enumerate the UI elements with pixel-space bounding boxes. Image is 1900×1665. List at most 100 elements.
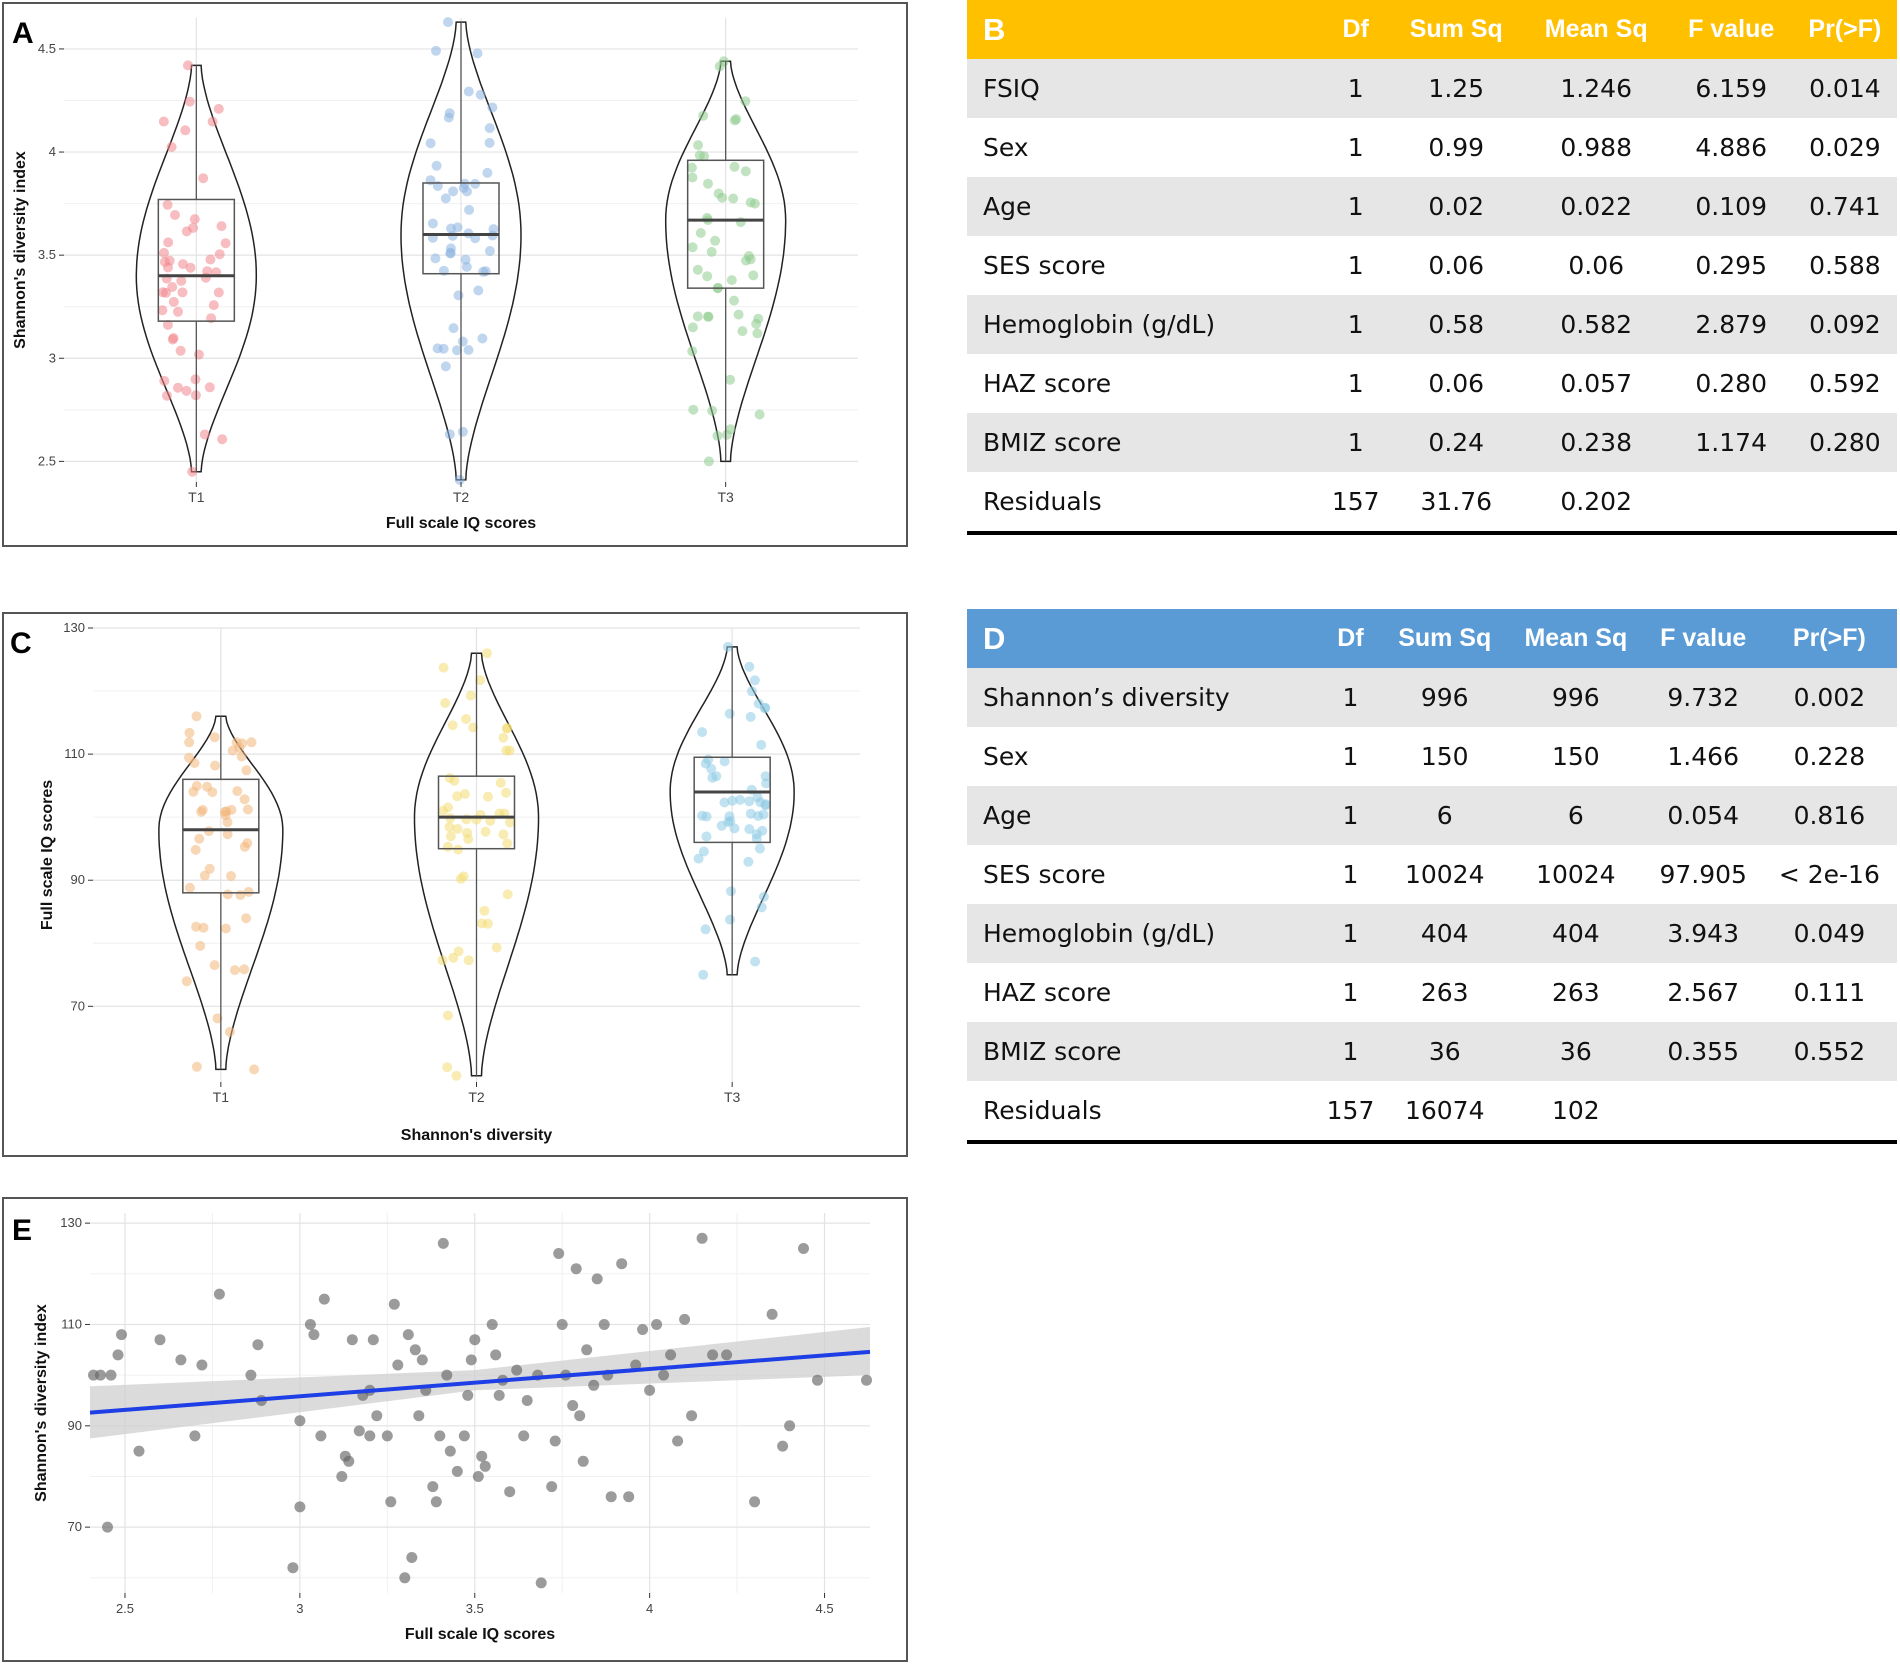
- data-point: [189, 1430, 201, 1442]
- data-point: [154, 1334, 166, 1346]
- table-row: SES score 1 10024 10024 97.905 < 2e-16: [967, 845, 1897, 904]
- data-point: [438, 805, 448, 816]
- data-point: [157, 305, 168, 316]
- data-point: [181, 976, 192, 987]
- data-point: [812, 1374, 823, 1386]
- y-tick-label: 90: [71, 872, 85, 887]
- data-point: [726, 275, 737, 286]
- data-point: [737, 326, 748, 337]
- table-cell: 0.295: [1695, 251, 1767, 280]
- data-point: [744, 824, 755, 835]
- y-tick-label: 110: [61, 1316, 82, 1331]
- table-cell: 0.280: [1792, 413, 1897, 472]
- data-point: [209, 732, 220, 743]
- data-point: [430, 1496, 442, 1508]
- table-cell: 0.355: [1644, 1022, 1762, 1081]
- data-point: [698, 969, 709, 980]
- row-label: SES score: [983, 860, 1106, 889]
- table-cell: 0.582: [1522, 295, 1670, 354]
- data-point: [440, 698, 451, 708]
- data-point: [487, 102, 498, 113]
- table-row: Shannon’s diversity 1 996 996 9.732 0.002: [967, 668, 1897, 727]
- data-point: [744, 796, 755, 807]
- data-point: [443, 17, 453, 28]
- data-point: [220, 923, 231, 934]
- data-point: [163, 262, 173, 273]
- data-point: [630, 1359, 642, 1371]
- x-tick-label: T3: [717, 489, 734, 505]
- x-tick-label: 4.5: [815, 1601, 833, 1616]
- data-point: [371, 1410, 383, 1422]
- data-point: [163, 237, 174, 248]
- data-point: [168, 333, 179, 343]
- data-point: [475, 675, 486, 686]
- table-row: SES score 1 0.06 0.06 0.295 0.588: [967, 236, 1897, 295]
- data-point: [725, 816, 736, 827]
- table-row: HAZ score 1 0.06 0.057 0.280 0.592: [967, 354, 1897, 413]
- data-point: [181, 226, 192, 237]
- data-point: [679, 1313, 691, 1325]
- y-tick-label: 4.5: [38, 41, 56, 56]
- data-point: [749, 1496, 761, 1508]
- table-cell: 1: [1318, 668, 1383, 727]
- table-cell: 0.06: [1568, 251, 1625, 280]
- data-point: [162, 390, 172, 401]
- data-point: [173, 382, 183, 393]
- table-cell: 0.092: [1792, 295, 1897, 354]
- data-point: [245, 1369, 257, 1381]
- table-cell: 0.988: [1560, 133, 1632, 162]
- data-point: [191, 921, 202, 932]
- data-point: [756, 739, 767, 750]
- data-point: [205, 254, 216, 265]
- data-point: [175, 345, 186, 356]
- data-point: [697, 810, 708, 821]
- data-point: [745, 254, 756, 265]
- data-point: [183, 60, 193, 71]
- y-tick-label: 110: [64, 746, 85, 761]
- row-label: Sex: [983, 133, 1029, 162]
- table-cell: 36: [1507, 1022, 1645, 1081]
- table-cell: 263: [1551, 978, 1600, 1007]
- box-T2: [437, 775, 516, 850]
- data-point: [226, 871, 236, 881]
- box-T2: [422, 182, 500, 275]
- y-axis-title: Full scale IQ scores: [39, 780, 56, 930]
- table-row: BMIZ score 1 0.24 0.238 1.174 0.280: [967, 413, 1897, 472]
- data-point: [457, 426, 468, 437]
- data-point: [116, 1329, 127, 1341]
- data-point: [710, 235, 721, 246]
- data-point: [458, 182, 469, 193]
- data-point: [304, 1319, 316, 1330]
- data-point: [190, 374, 201, 385]
- data-point: [175, 1354, 187, 1366]
- data-point: [453, 290, 464, 301]
- data-point: [213, 103, 224, 114]
- data-point: [444, 108, 455, 119]
- data-point: [308, 1329, 320, 1341]
- data-point: [425, 138, 436, 149]
- table-d-header: D Df Sum Sq Mean Sq F value Pr(>F): [967, 609, 1897, 668]
- table-cell: 996: [1382, 668, 1508, 727]
- data-point: [484, 123, 495, 134]
- data-point: [409, 1344, 421, 1356]
- data-point: [751, 833, 762, 844]
- data-point: [159, 247, 169, 258]
- row-label: Age: [967, 786, 1319, 845]
- table-row: Age 1 0.02 0.022 0.109 0.741: [967, 177, 1897, 236]
- table-cell: 0.741: [1792, 177, 1897, 236]
- y-tick-label: 70: [68, 1519, 82, 1534]
- x-axis-title: Full scale IQ scores: [405, 1626, 555, 1643]
- data-point: [445, 247, 456, 258]
- data-point: [294, 1501, 306, 1513]
- data-point: [483, 791, 493, 802]
- data-point: [719, 797, 730, 808]
- panel-c-plot: 70 90 110 130 T1 T2 T3 Shannon's diversity Full …: [39, 620, 860, 1144]
- anova-table-d: D Df Sum Sq Mean Sq F value Pr(>F) Shann…: [967, 609, 1897, 1144]
- table-row: Residuals 157 31.76 0.202: [967, 472, 1897, 535]
- data-point: [501, 787, 511, 798]
- data-point: [181, 385, 192, 396]
- data-point: [157, 287, 168, 298]
- data-point: [702, 271, 713, 282]
- data-point: [246, 737, 257, 748]
- data-point: [220, 238, 231, 249]
